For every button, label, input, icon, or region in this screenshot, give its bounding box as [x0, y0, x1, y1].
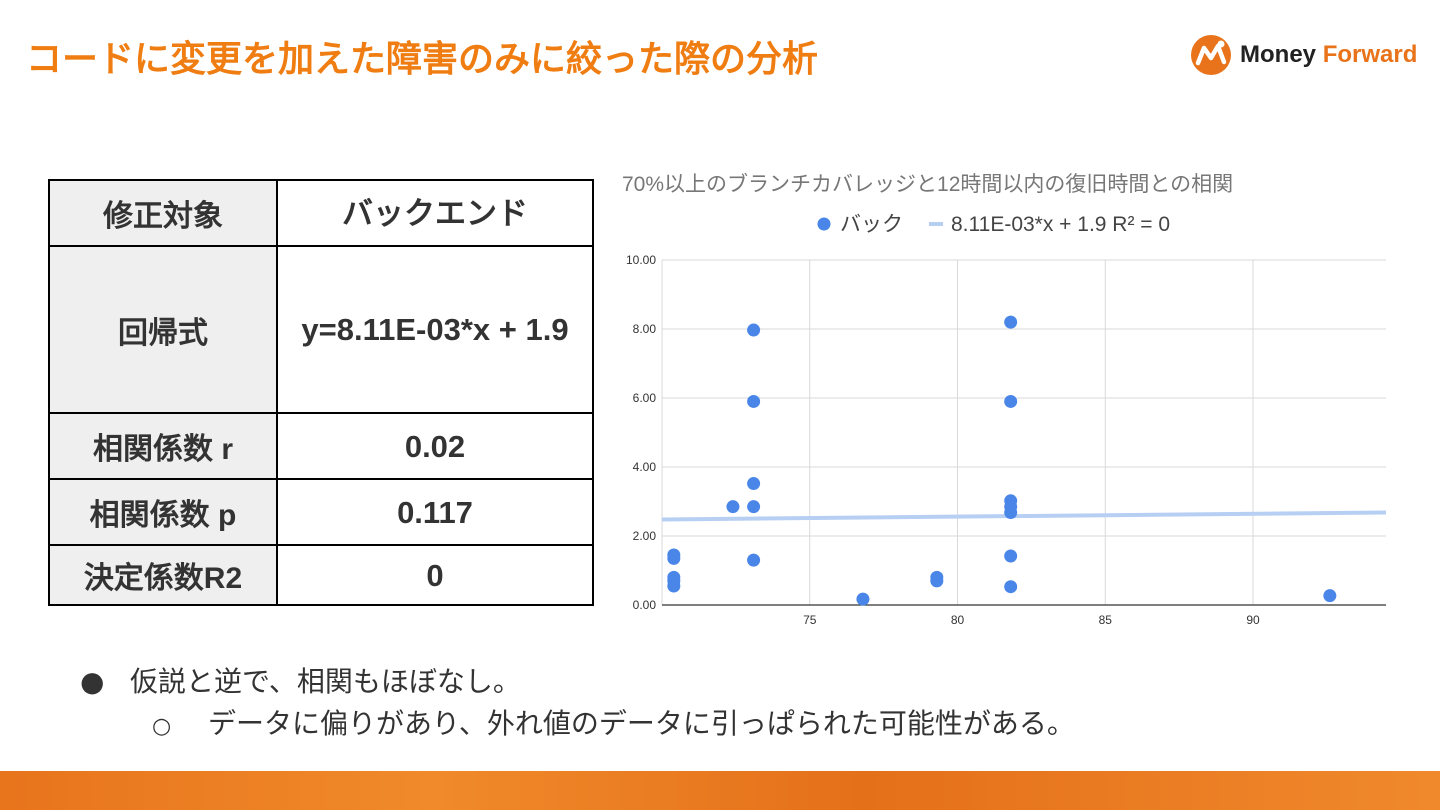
table-row: 相関係数 p 0.117: [48, 478, 594, 546]
row-key: 回帰式: [48, 245, 278, 414]
data-point: [747, 553, 761, 567]
brand-logo: Money Forward: [1190, 34, 1417, 76]
bullet-item: ○ データに偏りがあり、外れ値のデータに引っぱられた可能性がある。: [152, 702, 1075, 742]
data-point: [856, 592, 870, 606]
x-tick-label: 85: [1099, 613, 1113, 627]
row-value: 0: [276, 544, 594, 606]
brand-forward: Forward: [1322, 41, 1418, 68]
table-row: 修正対象 バックエンド: [48, 179, 594, 247]
table-row: 決定係数R2 0: [48, 544, 594, 606]
y-tick-label: 6.00: [633, 391, 657, 405]
row-key: 決定係数R2: [48, 544, 278, 606]
row-value: バックエンド: [276, 179, 594, 247]
data-point: [747, 323, 761, 337]
data-point: [1004, 506, 1018, 520]
x-tick-label: 90: [1246, 613, 1260, 627]
row-value: 0.02: [276, 412, 594, 480]
data-point: [747, 500, 761, 514]
stats-table: 修正対象 バックエンド 回帰式 y=8.11E-03*x + 1.9 相関係数 …: [48, 179, 594, 606]
row-value: y=8.11E-03*x + 1.9: [276, 245, 594, 414]
table-row: 相関係数 r 0.02: [48, 412, 594, 480]
data-points: [667, 315, 1337, 606]
slide-title: コードに変更を加えた障害のみに絞った際の分析: [26, 39, 819, 80]
data-point: [667, 579, 681, 593]
data-point: [667, 551, 681, 565]
bullet-marker: ●: [80, 665, 105, 698]
data-point: [747, 394, 761, 408]
table-row: 回帰式 y=8.11E-03*x + 1.9: [48, 245, 594, 414]
data-point: [930, 574, 944, 588]
x-tick-label: 80: [951, 613, 965, 627]
scatter-chart: バック 8.11E-03*x + 1.9 R² = 0 0.00 2.00 4.00…: [626, 213, 1387, 627]
y-tick-label: 0.00: [633, 598, 657, 612]
chart-title: 70%以上のブランチカバレッジと12時間以内の復旧時間との相関: [622, 173, 1234, 196]
money-forward-logo-icon: [1191, 35, 1231, 75]
y-tick-label: 4.00: [633, 460, 657, 474]
data-point: [1004, 549, 1018, 563]
data-point: [747, 477, 761, 491]
brand-name: Money Forward: [1240, 41, 1417, 69]
row-key: 修正対象: [48, 179, 278, 247]
legend-marker-series: [817, 217, 831, 231]
x-axis: 75 80 85 90: [662, 604, 1386, 627]
bullet-marker: ○: [152, 714, 172, 739]
row-key: 相関係数 r: [48, 412, 278, 480]
y-tick-label: 2.00: [633, 529, 657, 543]
footer-band: [0, 771, 1440, 810]
bullet-item: ● 仮説と逆で、相関もほぼなし。: [80, 660, 521, 700]
legend-label-series: バック: [840, 213, 903, 236]
data-point: [1004, 394, 1018, 408]
data-point: [1323, 589, 1337, 603]
row-value: 0.117: [276, 478, 594, 546]
data-point: [1004, 580, 1018, 594]
data-point: [726, 500, 740, 514]
x-tick-label: 75: [803, 613, 817, 627]
brand-money: Money: [1240, 41, 1317, 68]
bullet-text: データに偏りがあり、外れ値のデータに引っぱられた可能性がある。: [208, 707, 1075, 740]
y-axis: 0.00 2.00 4.00 6.00 8.00 10.00: [626, 253, 656, 612]
bullet-text: 仮説と逆で、相関もほぼなし。: [130, 665, 521, 698]
legend-label-trendline: 8.11E-03*x + 1.9 R² = 0: [951, 213, 1170, 236]
trendline: [661, 510, 1387, 522]
data-point: [1004, 315, 1018, 329]
legend: バック 8.11E-03*x + 1.9 R² = 0: [817, 213, 1170, 236]
y-tick-label: 10.00: [626, 253, 656, 267]
y-tick-label: 8.00: [633, 322, 657, 336]
row-key: 相関係数 p: [48, 478, 278, 546]
grid: [661, 259, 1386, 605]
